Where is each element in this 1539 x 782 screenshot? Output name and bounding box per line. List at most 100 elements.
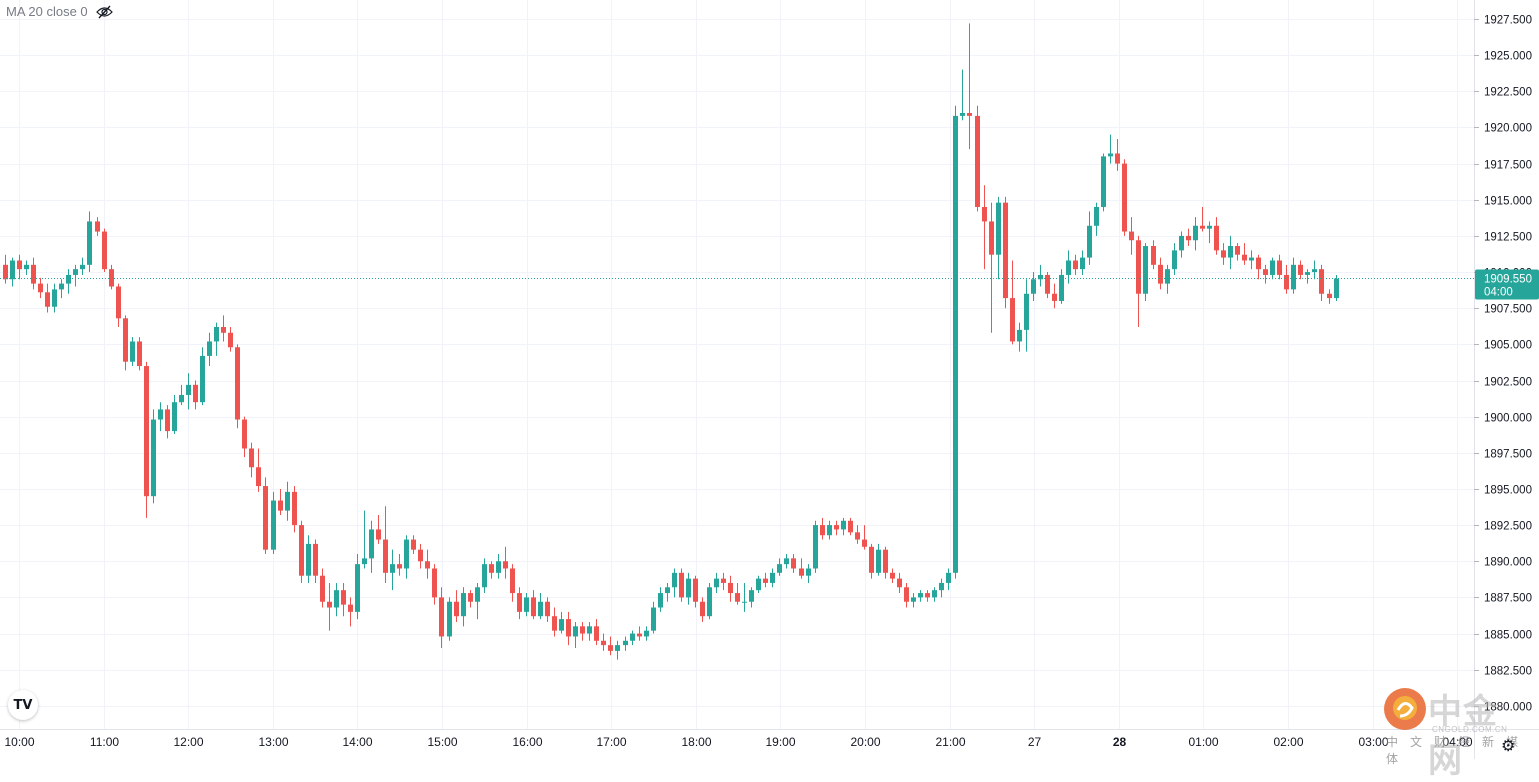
time-label: 17:00: [596, 735, 626, 749]
candle-body: [1129, 231, 1134, 241]
candle: [707, 582, 712, 620]
indicator-legend[interactable]: MA 20 close 0: [6, 4, 113, 19]
candle-body: [1073, 260, 1078, 270]
candle-body: [1200, 225, 1205, 229]
candle-body: [820, 525, 825, 536]
candle-body: [179, 394, 184, 403]
candle: [10, 257, 15, 287]
candle: [355, 554, 360, 620]
candles-layer: [3, 23, 1339, 660]
cngold-logo-icon: [1384, 688, 1426, 730]
candle-body: [996, 202, 1001, 255]
candle-body: [679, 572, 684, 598]
current-price-badge: 1909.550 04:00: [1475, 269, 1539, 300]
candle: [1200, 206, 1205, 232]
time-label: 03:00: [1358, 735, 1388, 749]
candle: [1143, 243, 1148, 301]
candle: [468, 590, 473, 608]
price-label: 1927.500: [1484, 15, 1532, 27]
candle-body: [369, 529, 374, 559]
candle-body: [1017, 329, 1022, 342]
candle-body: [1059, 274, 1064, 301]
candle: [960, 69, 965, 121]
price-label: 1905.000: [1484, 340, 1532, 352]
candle: [587, 621, 592, 641]
eye-off-icon[interactable]: [95, 5, 113, 19]
time-label: 10:00: [4, 735, 34, 749]
candle-body: [1066, 260, 1071, 275]
candle-body: [292, 491, 297, 526]
candle: [806, 564, 811, 583]
candle-body: [320, 575, 325, 602]
candle: [313, 539, 318, 583]
candle: [1193, 217, 1198, 251]
candle-body: [848, 520, 853, 533]
candle-body: [193, 384, 198, 403]
candle: [1136, 235, 1141, 327]
candle: [1087, 211, 1092, 265]
candle: [348, 597, 353, 627]
candle: [80, 257, 85, 275]
candle-body: [1045, 274, 1050, 294]
candle-body: [468, 593, 473, 602]
candle: [292, 486, 297, 533]
time-label: 16:00: [512, 735, 542, 749]
candle-body: [841, 520, 846, 530]
candle: [454, 590, 459, 622]
price-scale[interactable]: 1927.500 1925.000 1922.500 1920.000 1917.500…: [1474, 15, 1532, 714]
candle: [503, 546, 508, 579]
candle: [784, 554, 789, 569]
candle-body: [608, 645, 613, 651]
candle-body: [228, 332, 233, 348]
candle: [890, 568, 895, 583]
candle: [827, 520, 832, 540]
candle: [728, 575, 733, 602]
candle: [1319, 264, 1324, 301]
candle-body: [130, 341, 135, 362]
time-axis[interactable]: 10:00 11:00 12:00 13:00 14:00 15:00 16:00 17:00…: [4, 735, 1472, 749]
candle-body: [1249, 257, 1254, 261]
gear-icon[interactable]: ⚙: [1501, 738, 1516, 755]
candle-body: [447, 601, 452, 637]
candle-body: [263, 486, 268, 550]
candle-body: [271, 500, 276, 550]
candle: [545, 597, 550, 622]
candle: [637, 626, 642, 641]
candle: [186, 373, 191, 410]
candle-body: [1122, 163, 1127, 232]
candle-body: [158, 409, 163, 420]
candle: [686, 572, 691, 605]
time-label: 04:00: [1442, 735, 1472, 749]
candle: [73, 264, 78, 287]
candle-body: [834, 525, 839, 530]
candle: [425, 549, 430, 579]
candle-body: [489, 564, 494, 573]
candle-body: [31, 264, 36, 284]
candlestick-chart[interactable]: 1927.500 1925.000 1922.500 1920.000 1917.500…: [0, 0, 1539, 759]
candle: [982, 185, 987, 270]
candle-body: [545, 601, 550, 617]
candle-body: [256, 467, 261, 487]
candle-body: [623, 640, 628, 646]
candle-body: [1207, 225, 1212, 229]
candle-body: [87, 221, 92, 265]
tradingview-logo[interactable]: TV: [8, 690, 38, 720]
candle: [630, 630, 635, 646]
candle: [109, 264, 114, 290]
candle: [369, 520, 374, 573]
candle: [482, 558, 487, 594]
candle-body: [1101, 156, 1106, 207]
indicator-label: MA 20 close 0: [6, 4, 88, 19]
candle: [615, 640, 620, 660]
candle: [461, 587, 466, 627]
candle: [862, 525, 867, 550]
candle-body: [109, 269, 114, 287]
candle: [299, 520, 304, 583]
candle-body: [686, 578, 691, 598]
candle-body: [439, 597, 444, 637]
price-label: 1890.000: [1484, 557, 1532, 569]
candle: [404, 535, 409, 579]
candle-body: [1108, 153, 1113, 157]
candle: [144, 361, 149, 518]
candle: [207, 332, 212, 367]
